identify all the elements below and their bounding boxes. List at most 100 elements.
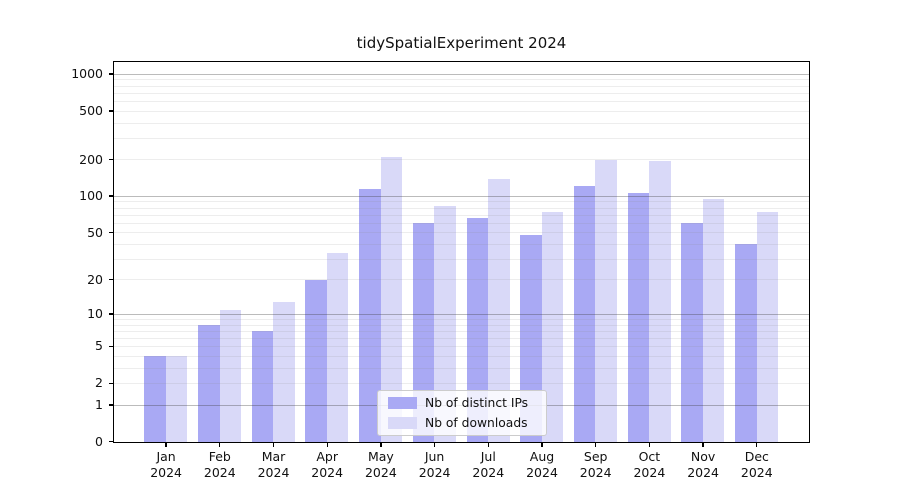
gridline-minor: [114, 355, 809, 357]
x-tick-label: Aug 2024: [526, 449, 558, 480]
y-tick-mark: [109, 313, 113, 315]
x-tick-mark: [541, 443, 543, 447]
gridline-minor: [114, 92, 809, 94]
gridline-minor: [114, 258, 809, 260]
legend-swatch-distinct-ips-icon: [388, 397, 417, 409]
bar-distinct-ips-feb: [198, 325, 220, 442]
x-tick-mark: [433, 443, 436, 447]
y-tick-mark: [109, 441, 113, 443]
x-tick-mark: [487, 443, 489, 447]
y-tick-label: 5: [95, 338, 103, 354]
x-tick-mark: [326, 443, 328, 447]
gridline-minor: [114, 367, 809, 369]
bar-distinct-ips-nov: [681, 223, 703, 442]
y-tick-label: 20: [87, 271, 103, 287]
bar-downloads-apr: [326, 252, 349, 442]
gridline-minor: [114, 137, 809, 139]
y-tick-mark: [109, 382, 113, 384]
x-tick-mark: [648, 443, 651, 447]
legend-item-downloads: Nb of downloads: [378, 414, 546, 432]
y-tick-mark: [109, 279, 113, 281]
bar-downloads-sep: [595, 159, 617, 442]
bar-downloads-jul: [488, 179, 510, 442]
y-tick-label: 100: [79, 188, 103, 204]
x-tick-label: Jul 2024: [472, 449, 505, 480]
gridline-minor: [114, 207, 809, 209]
y-tick-label: 0: [95, 433, 103, 449]
x-tick-label: May 2024: [364, 449, 397, 480]
x-tick-mark: [756, 443, 758, 447]
y-tick-mark: [109, 110, 113, 112]
x-tick-mark: [219, 443, 221, 447]
x-tick-label: Feb 2024: [203, 449, 236, 480]
gridline-minor: [114, 232, 809, 234]
bar-distinct-ips-jul: [466, 217, 488, 442]
x-tick-label: Apr 2024: [311, 449, 344, 480]
y-tick-mark: [109, 345, 113, 348]
gridline-minor: [114, 222, 809, 224]
bar-downloads-jun: [434, 205, 456, 442]
y-tick-mark: [109, 231, 113, 234]
x-tick-label: Jun 2024: [418, 449, 451, 480]
x-tick-label: Nov 2024: [687, 449, 719, 480]
y-tick-label: 50: [87, 224, 103, 240]
legend-item-distinct-ips: Nb of distinct IPs: [378, 394, 546, 412]
x-tick-mark: [702, 443, 704, 447]
legend-swatch-downloads-icon: [388, 417, 417, 429]
legend-label-downloads: Nb of downloads: [425, 416, 528, 430]
bar-downloads-oct: [649, 160, 671, 442]
x-tick-mark: [595, 443, 597, 447]
bar-downloads-feb: [219, 309, 241, 442]
x-tick-label: Mar 2024: [257, 449, 290, 480]
gridline-minor: [114, 382, 809, 384]
gridline-minor: [114, 337, 809, 339]
x-tick-label: Dec 2024: [740, 449, 773, 480]
y-tick-label: 500: [79, 102, 103, 118]
x-tick-mark: [380, 443, 382, 447]
gridline-minor: [114, 110, 809, 112]
bar-distinct-ips-apr: [305, 280, 327, 442]
bar-distinct-ips-jan: [144, 356, 166, 442]
bar-downloads-dec: [756, 211, 778, 442]
gridline-minor: [114, 79, 809, 81]
gridline-minor: [114, 85, 809, 87]
gridline-major: [114, 195, 809, 197]
gridline-minor: [114, 214, 809, 216]
bar-downloads-aug: [541, 211, 564, 442]
bar-distinct-ips-oct: [627, 192, 650, 442]
bar-distinct-ips-may: [359, 189, 381, 442]
gridline-minor: [114, 279, 809, 281]
bar-downloads-jan: [165, 356, 188, 442]
x-tick-mark: [272, 443, 275, 447]
gridline-minor: [114, 346, 809, 348]
bar-distinct-ips-sep: [573, 186, 596, 442]
y-tick-mark: [109, 73, 113, 75]
bar-distinct-ips-dec: [735, 244, 757, 442]
x-tick-label: Oct 2024: [633, 449, 666, 480]
y-tick-mark: [109, 195, 113, 197]
chart-title: tidySpatialExperiment 2024: [356, 34, 567, 52]
y-tick-label: 2: [95, 375, 103, 391]
gridline-minor: [114, 330, 809, 332]
gridline-major: [114, 313, 809, 315]
legend: Nb of distinct IPs Nb of downloads: [377, 390, 547, 436]
gridline-minor: [114, 159, 809, 161]
x-tick-mark: [165, 443, 167, 447]
gridline-minor: [114, 122, 809, 124]
bar-downloads-may: [380, 157, 403, 442]
legend-label-distinct-ips: Nb of distinct IPs: [425, 396, 529, 410]
y-tick-mark: [109, 404, 113, 406]
gridline-minor: [114, 201, 809, 203]
plot-area: Nb of distinct IPs Nb of downloads: [113, 61, 810, 443]
x-tick-label: Jan 2024: [150, 449, 182, 480]
gridline-minor: [114, 324, 809, 326]
y-tick-label: 1: [95, 396, 103, 412]
y-tick-label: 10: [87, 306, 103, 322]
y-tick-label: 1000: [71, 66, 103, 82]
gridline-minor: [114, 318, 809, 320]
bar-downloads-mar: [273, 301, 295, 442]
bar-downloads-nov: [702, 199, 725, 442]
bar-distinct-ips-mar: [251, 331, 274, 442]
gridline-minor: [114, 100, 809, 102]
